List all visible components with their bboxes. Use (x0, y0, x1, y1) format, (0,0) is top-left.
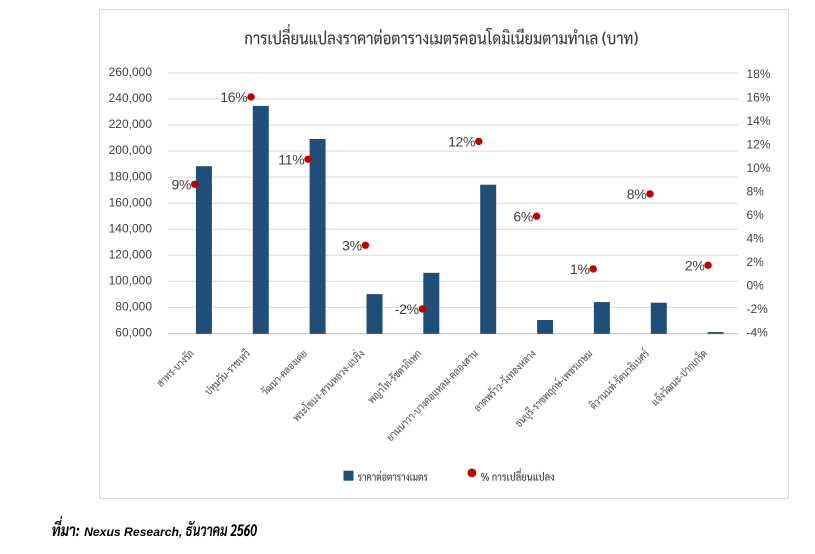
svg-text:9%: 9% (171, 177, 191, 193)
svg-text:8%: 8% (627, 186, 647, 202)
svg-text:18%: 18% (747, 67, 771, 81)
svg-text:120,000: 120,000 (109, 247, 153, 261)
svg-text:2%: 2% (685, 258, 705, 274)
svg-text:10%: 10% (747, 161, 771, 175)
svg-text:3%: 3% (342, 238, 362, 254)
svg-text:2%: 2% (747, 255, 765, 269)
svg-text:16%: 16% (220, 89, 247, 105)
svg-text:260,000: 260,000 (109, 65, 153, 79)
svg-text:-2%: -2% (395, 301, 419, 317)
svg-text:12%: 12% (448, 134, 475, 150)
svg-text:140,000: 140,000 (109, 221, 153, 235)
svg-text:6%: 6% (747, 208, 765, 222)
svg-text:180,000: 180,000 (109, 169, 153, 183)
svg-text:100,000: 100,000 (109, 274, 153, 288)
svg-text:-2%: -2% (747, 302, 769, 316)
svg-text:8%: 8% (747, 184, 765, 198)
svg-text:1%: 1% (570, 261, 590, 277)
svg-text:6%: 6% (513, 209, 533, 225)
svg-text:11%: 11% (278, 152, 304, 168)
svg-text:14%: 14% (747, 114, 771, 128)
svg-text:0%: 0% (747, 278, 765, 292)
svg-text:80,000: 80,000 (115, 300, 152, 314)
svg-text:240,000: 240,000 (109, 91, 153, 105)
svg-text:Nexus Research,: Nexus Research, (84, 525, 182, 539)
svg-text:-4%: -4% (747, 325, 769, 339)
svg-text:16%: 16% (747, 91, 771, 105)
svg-text:60,000: 60,000 (115, 326, 152, 340)
svg-text:4%: 4% (747, 231, 765, 245)
svg-text:200,000: 200,000 (109, 143, 153, 157)
svg-text:160,000: 160,000 (109, 195, 153, 209)
svg-text:12%: 12% (747, 138, 771, 152)
svg-text:220,000: 220,000 (109, 117, 153, 131)
